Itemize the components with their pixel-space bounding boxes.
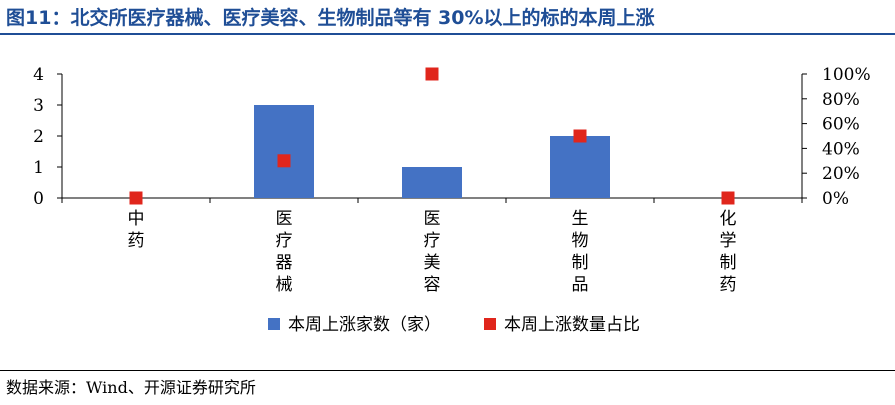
title-underline xyxy=(0,33,895,35)
data-point xyxy=(277,154,291,168)
axis-labels: 012340%20%40%60%80%100%中药医疗器械医疗美容生物制品化学制… xyxy=(33,65,870,295)
source-note: 数据来源：Wind、开源证券研究所 xyxy=(6,378,256,397)
left-tick-label: 0 xyxy=(33,189,44,209)
category-label: 生物制品 xyxy=(572,209,589,295)
chart-title: 图11：北交所医疗器械、医疗美容、生物制品等有 30%以上的标的本周上涨 xyxy=(6,7,655,29)
data-point xyxy=(129,191,143,205)
legend-swatch-bars xyxy=(268,318,280,330)
legend: 本周上涨家数（家） 本周上涨数量占比 xyxy=(268,315,640,335)
combo-chart: 012340%20%40%60%80%100%中药医疗器械医疗美容生物制品化学制… xyxy=(33,65,870,335)
right-tick-label: 0% xyxy=(822,189,849,209)
bar xyxy=(254,105,314,198)
legend-swatch-markers xyxy=(484,318,496,330)
bar xyxy=(402,167,462,198)
bar-series xyxy=(254,105,610,198)
legend-label-markers: 本周上涨数量占比 xyxy=(504,315,640,335)
left-tick-label: 4 xyxy=(33,65,44,85)
legend-label-bars: 本周上涨家数（家） xyxy=(288,315,441,335)
data-point xyxy=(721,191,735,205)
right-tick-label: 40% xyxy=(822,139,860,159)
left-tick-label: 1 xyxy=(33,158,44,178)
source-divider xyxy=(0,370,895,371)
category-label: 医疗器械 xyxy=(276,209,293,295)
data-point xyxy=(425,67,439,81)
right-tick-label: 80% xyxy=(822,90,860,110)
data-point xyxy=(573,129,587,143)
right-tick-label: 20% xyxy=(822,164,860,184)
bar xyxy=(550,136,610,198)
marker-series xyxy=(129,67,735,205)
right-tick-label: 60% xyxy=(822,115,860,135)
category-label: 化学制药 xyxy=(720,209,737,295)
category-label: 中药 xyxy=(128,209,145,251)
category-label: 医疗美容 xyxy=(424,209,441,295)
left-tick-label: 3 xyxy=(33,96,44,116)
left-tick-label: 2 xyxy=(33,127,44,147)
right-tick-label: 100% xyxy=(822,65,871,85)
